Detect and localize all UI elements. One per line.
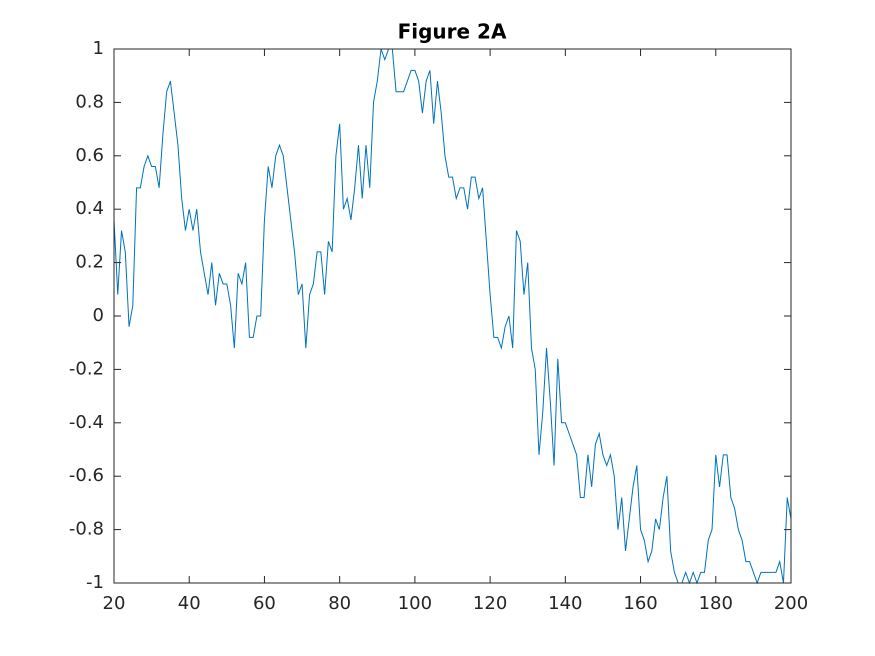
y-tick-label: 0.2 <box>75 252 104 273</box>
y-tick-label: 0 <box>93 305 104 326</box>
x-tick-label: 160 <box>623 593 657 614</box>
y-tick-label: -1 <box>86 572 104 593</box>
x-tick-label: 200 <box>774 593 808 614</box>
y-tick-label: 0.4 <box>75 198 104 219</box>
y-tick-label: -0.8 <box>69 519 104 540</box>
x-tick-label: 60 <box>253 593 276 614</box>
x-tick-label: 180 <box>699 593 733 614</box>
y-tick-label: -0.6 <box>69 465 104 486</box>
x-tick-label: 140 <box>548 593 582 614</box>
y-tick-label: -0.4 <box>69 412 104 433</box>
x-tick-label: 80 <box>328 593 351 614</box>
y-tick-label: 0.8 <box>75 91 104 112</box>
chart-title: Figure 2A <box>398 20 507 44</box>
x-tick-label: 40 <box>178 593 201 614</box>
y-tick-label: -0.2 <box>69 358 104 379</box>
x-tick-label: 20 <box>103 593 126 614</box>
y-tick-label: 1 <box>93 38 104 59</box>
x-tick-label: 100 <box>398 593 432 614</box>
x-tick-label: 120 <box>473 593 507 614</box>
y-tick-label: 0.6 <box>75 145 104 166</box>
